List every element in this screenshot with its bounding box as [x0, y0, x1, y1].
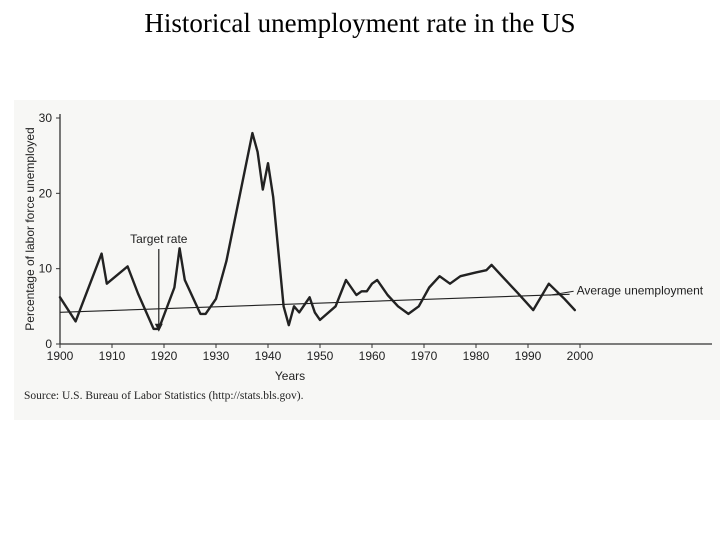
data-point	[407, 313, 409, 315]
data-point	[501, 275, 503, 277]
x-axis-label: Years	[275, 369, 305, 383]
data-point	[475, 271, 477, 274]
data-point	[345, 279, 347, 281]
data-point	[418, 305, 420, 307]
data-point	[532, 309, 534, 311]
data-point	[101, 253, 103, 255]
data-point	[449, 283, 451, 285]
x-tick-label: 1910	[99, 349, 126, 363]
x-tick-label: 1930	[203, 349, 230, 363]
data-point	[298, 311, 300, 313]
x-tick-label: 2000	[567, 349, 594, 363]
data-point	[257, 151, 259, 153]
data-point	[137, 292, 139, 295]
y-tick-label: 30	[39, 111, 53, 125]
data-point	[355, 294, 357, 296]
x-tick-label: 1950	[307, 349, 334, 363]
data-point	[574, 309, 576, 311]
data-point	[428, 286, 430, 289]
x-tick-label: 1960	[359, 349, 386, 363]
data-point	[184, 279, 186, 281]
data-point	[75, 320, 77, 322]
data-point	[225, 260, 227, 262]
data-point	[371, 283, 373, 285]
x-tick-label: 1970	[411, 349, 438, 363]
data-point	[127, 265, 129, 268]
target-rate-label: Target rate	[130, 232, 188, 246]
average-unemployment-label: Average unemployment	[577, 283, 704, 297]
data-point	[251, 132, 253, 134]
data-point	[517, 292, 519, 294]
y-tick-label: 20	[39, 186, 53, 200]
data-point	[272, 196, 274, 198]
data-point	[283, 305, 285, 307]
data-point	[485, 269, 487, 271]
data-point	[319, 319, 321, 321]
data-point	[106, 283, 108, 285]
data-point	[491, 264, 493, 266]
x-tick-label: 1940	[255, 349, 282, 363]
average-unemployment-leader	[549, 290, 574, 296]
data-point	[173, 286, 175, 289]
x-tick-label: 1920	[151, 349, 178, 363]
data-point	[314, 311, 316, 313]
unemployment-series-line	[58, 131, 576, 331]
data-point	[293, 305, 295, 307]
data-point	[262, 188, 264, 191]
data-point	[288, 324, 290, 326]
data-point	[179, 247, 181, 249]
data-point	[205, 313, 207, 315]
target-rate-arrowhead	[154, 323, 163, 332]
data-point	[548, 283, 550, 285]
scanned-figure-background	[14, 100, 720, 420]
data-point	[215, 298, 217, 300]
data-point	[153, 328, 155, 330]
data-point	[459, 275, 461, 277]
y-tick-label: 0	[45, 337, 52, 351]
data-point	[309, 296, 311, 298]
data-point	[59, 296, 61, 298]
data-point	[439, 275, 441, 277]
data-point	[563, 298, 566, 300]
data-point	[267, 162, 269, 164]
x-tick-label: 1990	[515, 349, 542, 363]
data-point	[361, 290, 363, 292]
data-point	[387, 294, 389, 296]
x-tick-label: 1900	[47, 349, 74, 363]
y-axis-label: Percentage of labor force unemployed	[23, 127, 37, 330]
x-tick-label: 1980	[463, 349, 490, 363]
slide-title: Historical unemployment rate in the US	[144, 8, 576, 38]
y-tick-label: 10	[39, 262, 53, 276]
data-point	[376, 279, 378, 281]
source-note: Source: U.S. Bureau of Labor Statistics …	[24, 390, 304, 402]
data-point	[397, 305, 399, 307]
data-point	[366, 290, 368, 292]
data-point	[199, 313, 201, 315]
data-point	[335, 305, 337, 307]
